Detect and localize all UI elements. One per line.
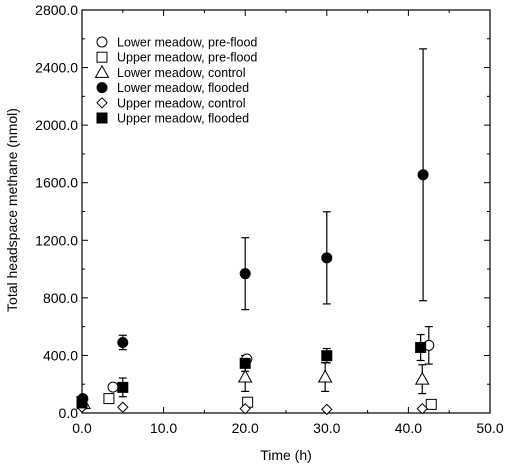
legend-marker (94, 64, 110, 78)
data-point (237, 369, 253, 383)
data-point (117, 336, 129, 348)
y-tick-label: 400.0 (43, 347, 78, 363)
data-point (117, 381, 129, 393)
data-point (76, 397, 88, 409)
x-tick-label: 10.0 (150, 420, 177, 436)
data-point (239, 357, 251, 369)
y-tick-label: 2400.0 (35, 60, 78, 76)
x-tick-label: 0.0 (72, 420, 92, 436)
y-axis-title: Total headspace methane (nmol) (4, 108, 20, 312)
markers-group (76, 169, 437, 416)
legend-marker (96, 51, 108, 63)
data-point (416, 402, 428, 415)
legend-label: Lower meadow, flooded (117, 81, 249, 95)
y-tick-label: 800.0 (43, 290, 78, 306)
data-point (414, 371, 430, 385)
x-tick-label: 30.0 (313, 420, 340, 436)
axes-group: 0.0 10.0 20.0 30.0 40.0 50.0 0.0 400.0 800.0 1200… (35, 2, 504, 436)
data-point (317, 369, 333, 383)
legend-label: Lower meadow, control (117, 66, 246, 80)
data-point (425, 398, 437, 410)
data-point (321, 252, 333, 264)
y-tick-label: 0.0 (59, 405, 79, 421)
legend-label: Upper meadow, control (117, 96, 246, 110)
legend-marker (96, 97, 108, 109)
y-tick-label: 2000.0 (35, 117, 78, 133)
legend-label: Upper meadow, pre-flood (117, 51, 257, 65)
data-point (415, 342, 427, 354)
legend-marker (96, 112, 108, 124)
legend-marker (96, 36, 108, 48)
data-point (117, 401, 129, 413)
data-point (239, 402, 251, 415)
x-tick-label: 50.0 (476, 420, 503, 436)
y-tick-label: 1200.0 (35, 232, 78, 248)
y-tick-label: 2800.0 (35, 2, 78, 18)
x-axis-title: Time (h) (260, 447, 312, 463)
data-point (321, 350, 333, 362)
data-point (321, 403, 333, 416)
legend-label: Upper meadow, flooded (117, 112, 249, 126)
legend-label: Lower meadow, pre-flood (117, 36, 257, 50)
data-point (239, 268, 251, 280)
data-point (417, 169, 429, 181)
data-point (103, 393, 115, 405)
y-tick-label: 1600.0 (35, 175, 78, 191)
data-point (107, 381, 119, 393)
x-tick-label: 20.0 (232, 420, 259, 436)
x-tick-label: 40.0 (395, 420, 422, 436)
legend-marker (96, 82, 108, 94)
